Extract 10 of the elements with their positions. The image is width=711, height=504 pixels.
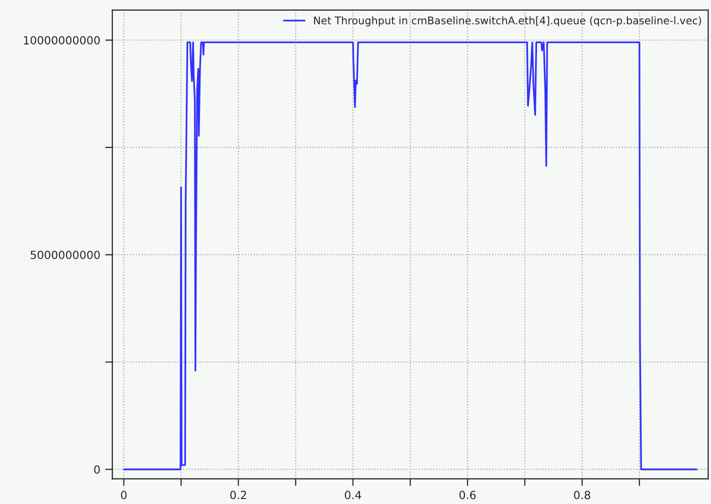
x-tick-label: 0.6 [459,490,476,500]
y-tick-label: 10000000000 [24,36,100,45]
y-tick-label: 5000000000 [30,250,100,260]
line-series [122,41,698,470]
x-tick-label: 0 [120,490,127,500]
legend-label: Net Throughput in cmBaseline.switchA.eth[4].queue (qcn-p.baseline-l.vec) [314,16,702,26]
x-tick-label: 0.2 [230,490,246,500]
x-tick-label: 0.8 [574,490,590,500]
x-tick-label: 0.4 [344,490,362,500]
y-tick-label: 0 [94,465,100,474]
